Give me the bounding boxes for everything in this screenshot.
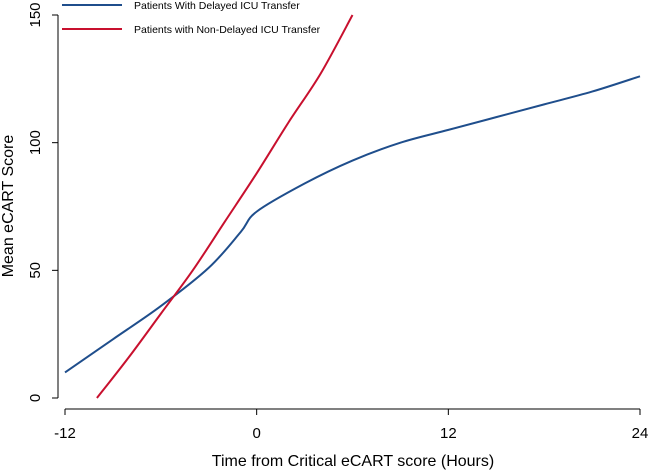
- series-line-delayed: [64, 75, 641, 374]
- y-axis-title: Mean eCART Score: [0, 135, 17, 278]
- y-tick-label: 100: [27, 130, 44, 155]
- plot-area: 0 50 100 150 -12 0 12 24: [27, 2, 648, 442]
- y-tick-label: 50: [27, 262, 44, 279]
- legend-label-delayed: Patients With Delayed ICU Transfer: [134, 0, 300, 12]
- series-line-non-delayed: [96, 14, 354, 399]
- y-axis-ticks: 0 50 100 150: [27, 2, 58, 402]
- x-tick-label: -12: [54, 425, 76, 442]
- series-lines: [64, 14, 641, 399]
- y-tick-label: 0: [27, 394, 44, 402]
- x-tick-label: 0: [252, 425, 260, 442]
- legend-label-non-delayed: Patients with Non-Delayed ICU Transfer: [134, 24, 321, 36]
- x-tick-label: 24: [632, 425, 649, 442]
- x-axis-title: Time from Critical eCART score (Hours): [212, 453, 494, 470]
- y-tick-label: 150: [27, 2, 44, 27]
- x-axis-ticks: -12 0 12 24: [54, 409, 648, 442]
- legend: Patients With Delayed ICU Transfer Patie…: [62, 0, 321, 36]
- x-tick-label: 12: [440, 425, 457, 442]
